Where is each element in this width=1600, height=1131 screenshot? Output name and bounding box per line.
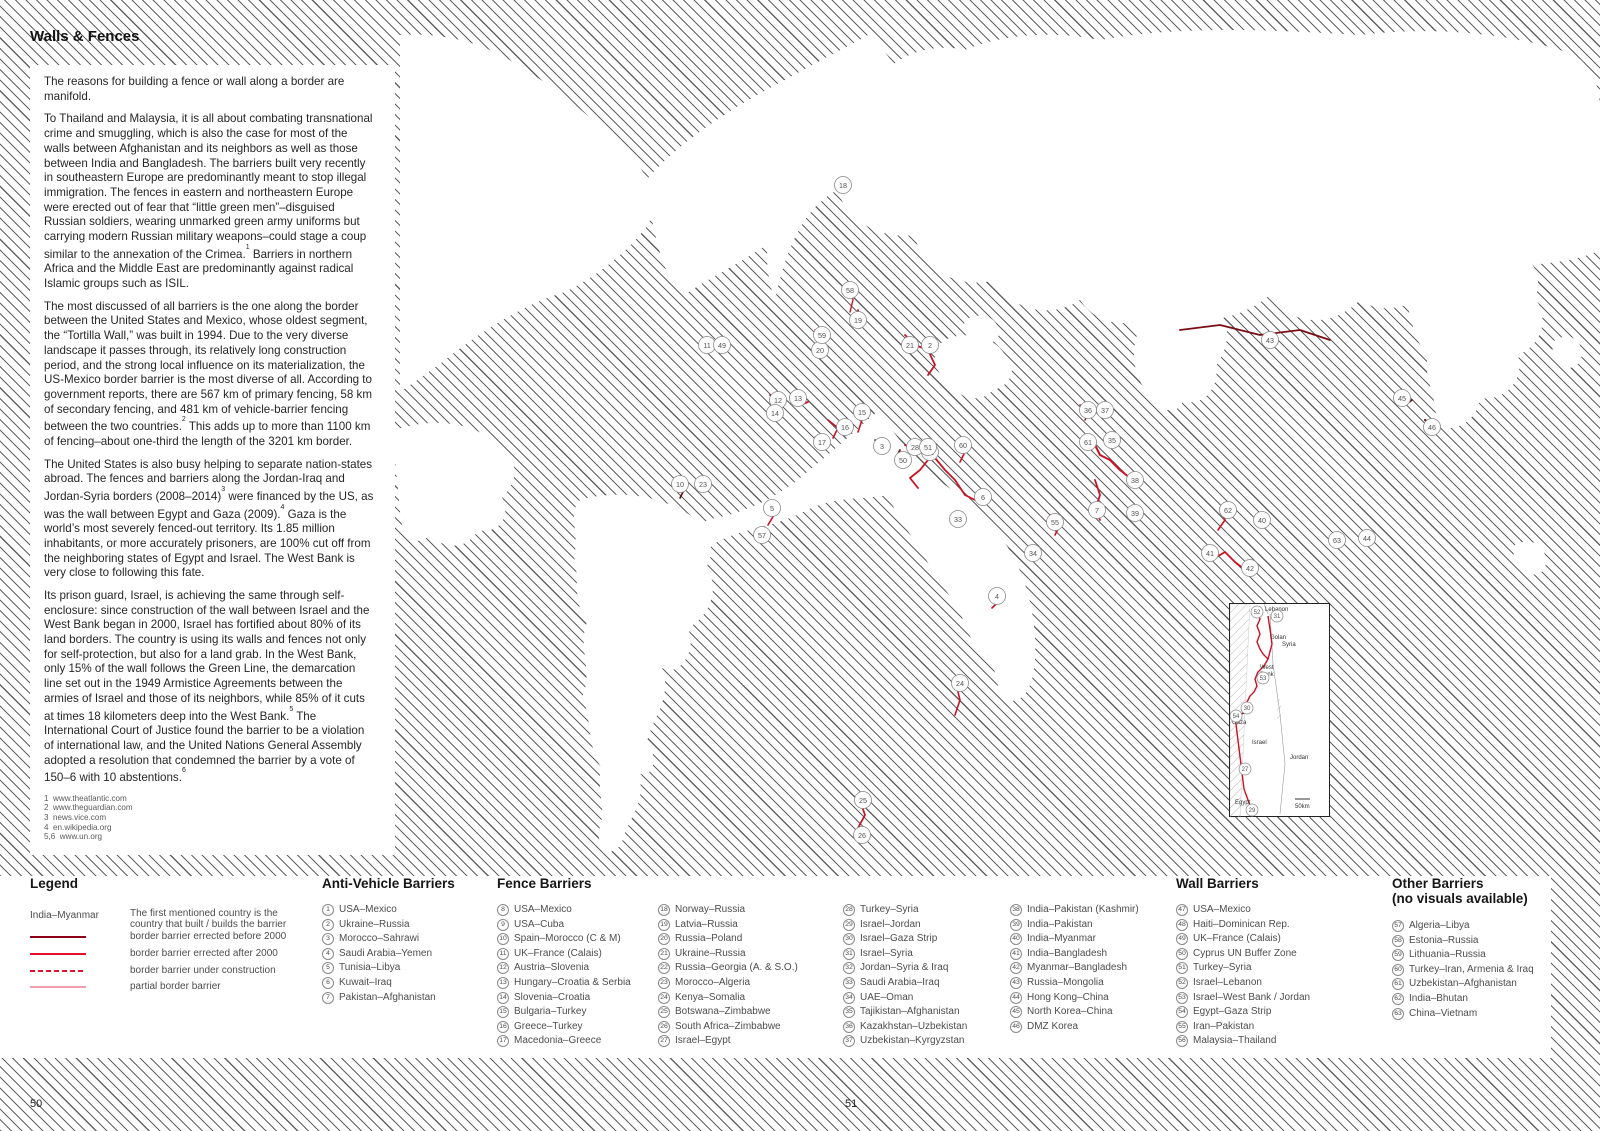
svg-text:41: 41	[1206, 549, 1214, 558]
svg-text:23: 23	[699, 480, 707, 489]
svg-text:17: 17	[818, 438, 826, 447]
svg-text:14: 14	[771, 409, 779, 418]
svg-text:45: 45	[1398, 394, 1406, 403]
svg-text:26: 26	[858, 831, 866, 840]
svg-text:31: 31	[1274, 614, 1281, 620]
svg-text:57: 57	[758, 531, 766, 540]
svg-text:7: 7	[1095, 506, 1099, 515]
svg-text:53: 53	[1260, 676, 1267, 682]
svg-text:33: 33	[954, 515, 962, 524]
svg-text:Golan: Golan	[1270, 635, 1286, 641]
svg-text:55: 55	[1051, 518, 1059, 527]
svg-text:39: 39	[1131, 509, 1139, 518]
svg-text:6: 6	[981, 493, 985, 502]
svg-text:24: 24	[956, 679, 964, 688]
svg-text:38: 38	[1131, 476, 1139, 485]
svg-text:Syria: Syria	[1282, 642, 1296, 648]
svg-text:Jordan: Jordan	[1290, 755, 1308, 761]
svg-text:4: 4	[995, 592, 999, 601]
svg-text:10: 10	[676, 480, 684, 489]
svg-text:44: 44	[1363, 534, 1371, 543]
svg-text:58: 58	[846, 286, 854, 295]
svg-text:16: 16	[841, 423, 849, 432]
svg-text:43: 43	[1266, 336, 1274, 345]
svg-text:Israel: Israel	[1252, 740, 1267, 746]
svg-text:40: 40	[1258, 516, 1266, 525]
svg-text:20: 20	[816, 346, 824, 355]
svg-text:5: 5	[770, 504, 774, 513]
svg-text:West: West	[1260, 665, 1274, 671]
svg-text:49: 49	[718, 341, 726, 350]
svg-text:59: 59	[818, 331, 826, 340]
svg-text:50km: 50km	[1295, 804, 1310, 810]
svg-text:12: 12	[774, 396, 782, 405]
svg-text:18: 18	[839, 181, 847, 190]
svg-text:60: 60	[959, 441, 967, 450]
svg-text:62: 62	[1224, 506, 1232, 515]
svg-text:34: 34	[1029, 549, 1037, 558]
svg-text:63: 63	[1333, 536, 1341, 545]
svg-text:35: 35	[1108, 436, 1116, 445]
svg-text:19: 19	[854, 316, 862, 325]
svg-text:21: 21	[906, 341, 914, 350]
svg-text:11: 11	[703, 341, 710, 350]
svg-text:3: 3	[880, 442, 884, 451]
svg-text:2: 2	[928, 341, 932, 350]
svg-text:50: 50	[899, 456, 907, 465]
svg-text:61: 61	[1084, 438, 1092, 447]
svg-text:29: 29	[1249, 808, 1256, 814]
svg-text:52: 52	[1254, 610, 1261, 616]
svg-text:30: 30	[1244, 706, 1251, 712]
svg-text:46: 46	[1428, 423, 1436, 432]
svg-text:25: 25	[859, 796, 867, 805]
svg-text:27: 27	[1242, 767, 1249, 773]
svg-text:36: 36	[1084, 406, 1092, 415]
svg-text:15: 15	[858, 408, 866, 417]
svg-text:28: 28	[911, 443, 919, 452]
svg-text:13: 13	[794, 394, 802, 403]
svg-text:51: 51	[924, 443, 932, 452]
svg-text:42: 42	[1246, 564, 1254, 573]
svg-text:54: 54	[1233, 714, 1240, 720]
svg-text:37: 37	[1101, 406, 1109, 415]
